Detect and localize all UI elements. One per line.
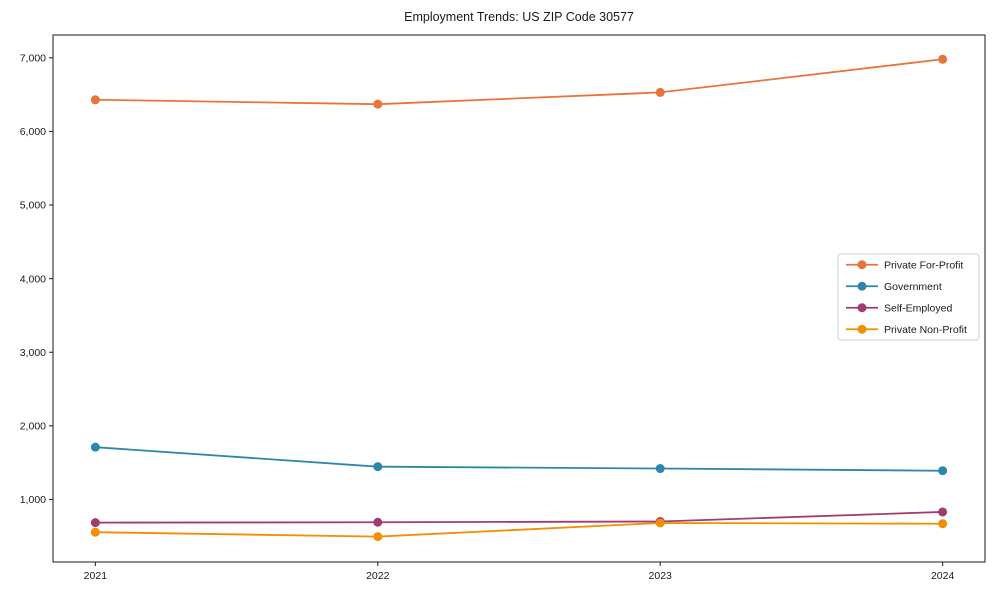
series-line-private-for-profit (94, 58, 944, 106)
y-axis-tick-label: 4,000 (20, 273, 46, 285)
data-point (655, 518, 665, 528)
y-axis-tick-label: 6,000 (20, 126, 46, 138)
x-axis-tick-label: 2022 (366, 570, 390, 582)
legend-marker (857, 281, 867, 291)
data-point (373, 99, 383, 109)
legend-label: Government (884, 281, 942, 293)
x-axis-tick-label: 2024 (931, 570, 955, 582)
x-axis-tick-label: 2021 (84, 570, 108, 582)
plot-area: 1,000 2,000 3,000 4,000 5,000 6,000 7,000 2021 2… (20, 34, 986, 582)
legend-label: Private Non-Profit (884, 324, 967, 336)
y-axis-tick-label: 1,000 (20, 494, 46, 506)
data-point (90, 518, 100, 528)
legend-marker (857, 324, 867, 334)
data-point (373, 517, 383, 527)
plot-border (52, 34, 986, 563)
data-point (938, 519, 948, 529)
legend: Private For-Profit Government Self-Employe… (837, 253, 980, 341)
legend-marker (857, 303, 867, 313)
legend-box (837, 253, 980, 341)
data-point (90, 527, 100, 537)
y-axis-tick-label: 5,000 (20, 200, 46, 212)
chart-title: Employment Trends: US ZIP Code 30577 (404, 10, 634, 24)
data-point (655, 87, 665, 97)
y-axis-tick-label: 3,000 (20, 347, 46, 359)
legend-label: Self-Employed (884, 303, 952, 315)
data-point (938, 54, 948, 64)
y-axis-tick-label: 2,000 (20, 421, 46, 433)
x-axis-tick-label: 2023 (649, 570, 673, 582)
legend-marker (857, 260, 867, 270)
data-point (655, 464, 665, 474)
data-point (373, 462, 383, 472)
data-point (90, 95, 100, 105)
series-line-self-employed (94, 511, 944, 524)
data-point (938, 466, 948, 476)
y-axis-tick-label: 7,000 (20, 53, 46, 65)
series-line-private-non-profit (94, 522, 944, 538)
legend-label: Private For-Profit (884, 260, 963, 272)
data-point (938, 507, 948, 517)
data-point (90, 442, 100, 452)
data-point (373, 532, 383, 542)
series-line-government (94, 446, 944, 472)
